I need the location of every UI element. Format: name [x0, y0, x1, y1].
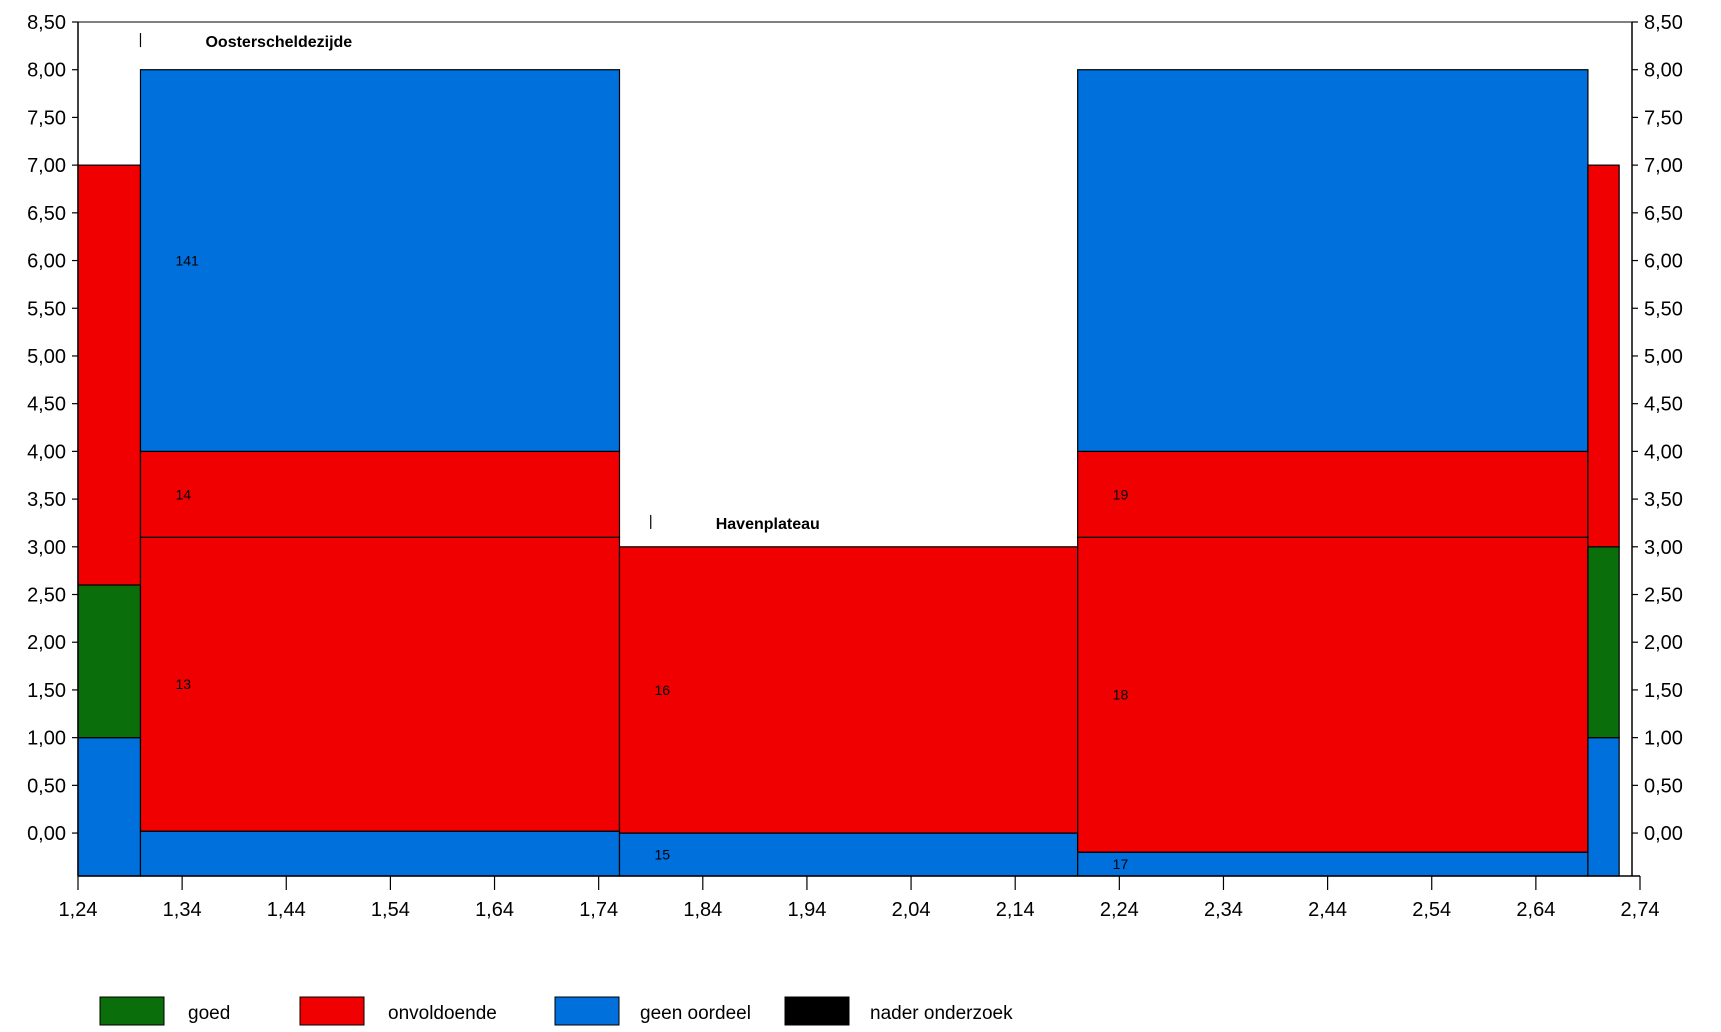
y-tick-label-left: 5,00 [27, 346, 66, 368]
data-block-onvoldoende [619, 547, 1077, 833]
y-tick-label-left: 3,00 [27, 537, 66, 559]
data-block-geen-oordeel [1078, 852, 1588, 876]
block-label: 18 [1113, 687, 1129, 703]
y-tick-label-left: 2,00 [27, 632, 66, 654]
blocks-layer [78, 70, 1619, 876]
data-block-geen-oordeel [1588, 738, 1619, 876]
y-tick-label-right: 7,50 [1644, 107, 1683, 129]
y-tick-label-left: 6,00 [27, 251, 66, 273]
legend-swatch-nader-onderzoek [785, 997, 849, 1025]
y-tick-label-right: 4,00 [1644, 441, 1683, 463]
y-tick-label-left: 7,50 [27, 107, 66, 129]
x-tick-label: 1,34 [163, 899, 202, 921]
y-tick-label-left: 1,50 [27, 680, 66, 702]
y-tick-label-right: 1,00 [1644, 728, 1683, 750]
y-tick-label-right: 2,50 [1644, 585, 1683, 607]
data-block-onvoldoende [1078, 451, 1588, 537]
legend-swatch-goed [100, 997, 164, 1025]
x-tick-label: 1,44 [267, 899, 306, 921]
x-tick-label: 2,14 [996, 899, 1035, 921]
legend-swatch-geen-oordeel [555, 997, 619, 1025]
data-block-onvoldoende [1078, 537, 1588, 852]
y-tick-label-right: 1,50 [1644, 680, 1683, 702]
block-label: 19 [1113, 486, 1129, 502]
block-label: 14 [175, 486, 191, 502]
x-tick-label: 2,64 [1516, 899, 1555, 921]
data-block-goed [1588, 547, 1619, 738]
x-tick-label: 2,04 [892, 899, 931, 921]
x-tick-label: 2,54 [1412, 899, 1451, 921]
x-tick-label: 1,54 [371, 899, 410, 921]
x-tick-label: 1,24 [59, 899, 98, 921]
y-tick-label-right: 2,00 [1644, 632, 1683, 654]
x-tick-label: 1,64 [475, 899, 514, 921]
x-tick-label: 1,84 [683, 899, 722, 921]
x-tick-label: 1,74 [579, 899, 618, 921]
section-label: Oosterscheldezijde [205, 34, 352, 51]
y-tick-label-left: 8,50 [27, 12, 66, 34]
y-tick-label-left: 1,00 [27, 728, 66, 750]
data-block-onvoldoende [1588, 165, 1619, 547]
data-block-goed [78, 585, 140, 738]
data-block-onvoldoende [140, 537, 619, 831]
x-tick-label: 2,74 [1621, 899, 1660, 921]
y-tick-label-left: 5,50 [27, 298, 66, 320]
x-tick-label: 2,24 [1100, 899, 1139, 921]
y-tick-label-right: 0,00 [1644, 823, 1683, 845]
block-label: 16 [654, 682, 670, 698]
y-tick-label-left: 7,00 [27, 155, 66, 177]
block-label: 17 [1113, 856, 1129, 872]
data-block-geen-oordeel [140, 70, 619, 452]
data-block-geen-oordeel [78, 738, 140, 876]
data-block-onvoldoende [140, 451, 619, 537]
data-block-geen-oordeel [1078, 70, 1588, 452]
legend-layer: goed onvoldoende geen oordeel nader onderzo… [100, 997, 1013, 1025]
y-tick-label-left: 4,50 [27, 394, 66, 416]
y-tick-label-left: 6,50 [27, 203, 66, 225]
section-label: Havenplateau [716, 516, 820, 533]
y-tick-label-right: 8,50 [1644, 12, 1683, 34]
data-block-geen-oordeel [140, 831, 619, 876]
y-tick-label-right: 0,50 [1644, 775, 1683, 797]
y-tick-label-right: 4,50 [1644, 394, 1683, 416]
legend-swatch-onvoldoende [300, 997, 364, 1025]
x-tick-label: 2,34 [1204, 899, 1243, 921]
y-tick-label-right: 7,00 [1644, 155, 1683, 177]
legend-label: nader onderzoek [870, 1003, 1013, 1024]
y-tick-label-right: 3,50 [1644, 489, 1683, 511]
x-tick-label: 1,94 [787, 899, 826, 921]
data-block-geen-oordeel [619, 833, 1077, 876]
y-tick-label-right: 6,00 [1644, 251, 1683, 273]
y-tick-label-left: 0,50 [27, 775, 66, 797]
legend-label: goed [188, 1003, 230, 1024]
y-tick-label-right: 8,00 [1644, 60, 1683, 82]
block-label: 13 [175, 676, 191, 692]
x-tick-label: 2,44 [1308, 899, 1347, 921]
y-tick-label-left: 3,50 [27, 489, 66, 511]
block-label: 141 [175, 253, 199, 269]
y-tick-label-right: 3,00 [1644, 537, 1683, 559]
y-tick-label-left: 4,00 [27, 441, 66, 463]
y-tick-label-right: 6,50 [1644, 203, 1683, 225]
legend-label: geen oordeel [640, 1003, 751, 1024]
y-tick-label-left: 8,00 [27, 60, 66, 82]
y-tick-label-right: 5,50 [1644, 298, 1683, 320]
data-block-onvoldoende [78, 165, 140, 585]
block-label: 15 [654, 847, 670, 863]
y-tick-label-left: 0,00 [27, 823, 66, 845]
y-tick-label-left: 2,50 [27, 585, 66, 607]
legend-label: onvoldoende [388, 1003, 497, 1024]
y-tick-label-right: 5,00 [1644, 346, 1683, 368]
